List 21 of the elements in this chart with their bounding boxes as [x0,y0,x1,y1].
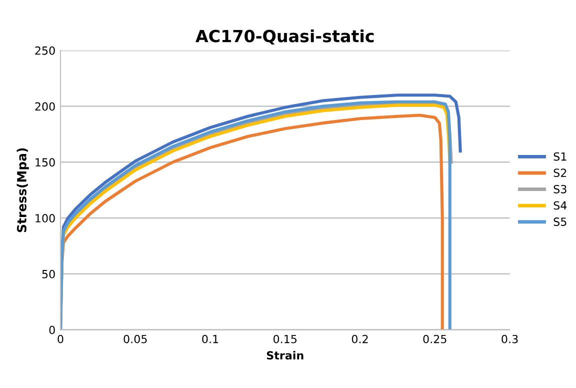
legend-label: S5 [554,218,566,226]
y-axis-title: Stress(Mpa) [16,148,29,232]
x-axis-title: Strain [266,350,304,360]
y-tick-label: 100 [36,214,55,222]
y-tick-label: 150 [36,158,55,167]
x-tick-label: 0.15 [273,334,297,344]
x-tick-label: 0.25 [423,334,446,344]
y-tick-label: 50 [42,270,55,278]
legend-label: S1 [554,152,566,161]
y-tick-label: 200 [35,102,55,111]
legend-label: S4 [554,201,567,210]
x-tick-label: 0.3 [502,334,518,344]
y-tick-label: 0 [49,326,55,334]
x-tick-label: 0.2 [352,334,368,344]
y-tick-label: 250 [35,46,55,55]
legend-label: S2 [554,168,566,178]
x-tick-label: 0.05 [124,334,147,344]
x-tick-label: 0 [58,334,64,344]
x-tick-label: 0.1 [202,334,218,344]
legend-label: S3 [554,184,566,194]
chart-title: AC170-Quasi-static [196,29,374,45]
